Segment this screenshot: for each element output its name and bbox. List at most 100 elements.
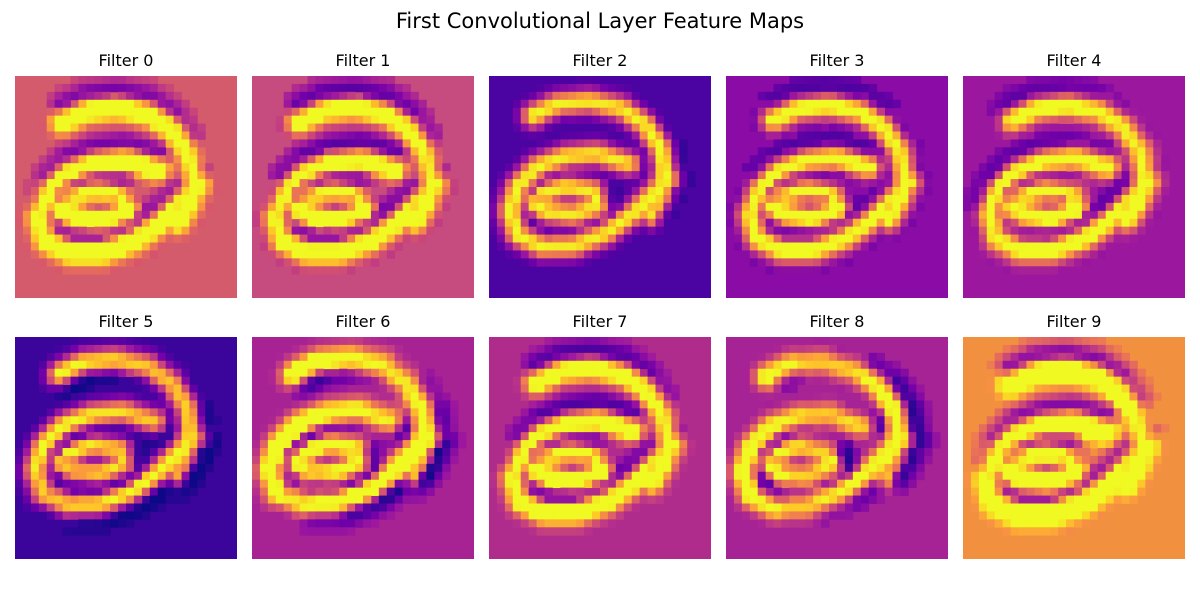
feature-pixel — [347, 179, 356, 188]
feature-pixel — [789, 376, 798, 385]
feature-pixel — [1153, 139, 1162, 148]
feature-pixel — [46, 155, 56, 164]
feature-pixel — [426, 107, 435, 117]
feature-pixel — [1081, 479, 1091, 489]
feature-pixel — [118, 479, 127, 489]
feature-pixel — [876, 352, 885, 362]
feature-pixel — [291, 155, 300, 164]
feature-pixel — [1042, 266, 1051, 275]
feature-pixel — [307, 123, 316, 132]
feature-pixel — [552, 147, 561, 156]
feature-pixel — [46, 448, 56, 457]
feature-pixel — [267, 171, 277, 180]
feature-pixel — [323, 194, 332, 204]
feature-pixel — [363, 258, 372, 267]
feature-pixel — [1105, 360, 1115, 370]
feature-pixel — [275, 242, 285, 251]
feature-pixel — [78, 218, 87, 228]
feature-pixel — [434, 384, 443, 393]
feature-pixel — [1089, 147, 1099, 156]
feature-pixel — [884, 202, 893, 212]
feature-pixel — [102, 416, 111, 425]
feature-pixel — [576, 76, 585, 85]
feature-pixel — [133, 503, 143, 512]
feature-pixel — [118, 416, 127, 425]
feature-pixel — [205, 171, 214, 180]
feature-pixel — [552, 448, 561, 457]
feature-pixel — [978, 463, 988, 473]
feature-pixel — [402, 384, 411, 393]
feature-pixel — [829, 455, 838, 465]
feature-pixel — [639, 440, 648, 449]
feature-pixel — [829, 376, 838, 385]
feature-pixel — [402, 179, 411, 188]
feature-pixel — [773, 432, 782, 441]
feature-pixel — [647, 448, 656, 457]
feature-pixel — [394, 147, 404, 156]
feature-pixel — [671, 416, 680, 425]
feature-pixel — [607, 408, 617, 417]
feature-pixel — [671, 171, 680, 180]
feature-pixel — [30, 487, 40, 496]
feature-pixel — [908, 155, 917, 164]
feature-pixel — [315, 511, 324, 520]
feature-pixel — [149, 250, 159, 259]
filter-title: Filter 8 — [810, 312, 865, 331]
feature-pixel — [1058, 527, 1067, 536]
feature-pixel — [1113, 131, 1122, 140]
feature-pixel — [402, 171, 411, 180]
feature-pixel — [639, 139, 648, 148]
feature-pixel — [165, 416, 174, 425]
feature-pixel — [54, 408, 63, 417]
feature-pixel — [291, 344, 300, 354]
feature-pixel — [663, 163, 672, 172]
feature-pixel — [576, 376, 585, 385]
feature-pixel — [821, 352, 830, 362]
feature-pixel — [46, 352, 56, 362]
feature-pixel — [1034, 179, 1043, 188]
feature-pixel — [876, 376, 885, 385]
feature-pixel — [173, 392, 182, 401]
feature-pixel — [386, 83, 396, 93]
feature-pixel — [647, 416, 656, 425]
feature-pixel — [663, 408, 672, 417]
feature-pixel — [315, 266, 324, 275]
feature-pixel — [892, 210, 901, 220]
feature-pixel — [757, 226, 767, 235]
feature-pixel — [741, 479, 751, 489]
feature-pixel — [773, 242, 782, 251]
feature-pixel — [54, 187, 63, 196]
feature-pixel — [568, 400, 577, 409]
feature-pixel — [386, 495, 396, 504]
feature-pixel — [916, 179, 925, 188]
feature-pixel — [805, 455, 814, 465]
feature-pixel — [765, 384, 774, 393]
feature-pixel — [181, 194, 190, 204]
feature-pixel — [1137, 400, 1146, 409]
feature-pixel — [1097, 155, 1107, 164]
feature-pixel — [876, 187, 885, 196]
feature-pixel — [347, 147, 356, 156]
feature-pixel — [568, 384, 577, 393]
feature-pixel — [552, 171, 561, 180]
feature-pixel — [1026, 527, 1035, 536]
feature-pixel — [157, 202, 167, 212]
feature-pixel — [370, 171, 380, 180]
feature-pixel — [1074, 226, 1083, 235]
feature-pixel — [568, 179, 577, 188]
feature-pixel — [592, 360, 601, 370]
feature-pixel — [805, 250, 814, 259]
feature-pixel — [402, 479, 411, 489]
feature-pixel — [576, 163, 585, 172]
feature-pixel — [536, 258, 545, 267]
feature-pixel — [631, 99, 641, 109]
feature-pixel — [876, 210, 885, 220]
feature-pixel — [1066, 511, 1075, 520]
feature-pixel — [30, 432, 40, 441]
feature-pixel — [378, 448, 388, 457]
feature-pixel — [860, 360, 870, 370]
feature-pixel — [1121, 163, 1130, 172]
feature-pixel — [410, 91, 419, 101]
feature-pixel — [394, 368, 404, 378]
feature-pixel — [1097, 463, 1107, 473]
